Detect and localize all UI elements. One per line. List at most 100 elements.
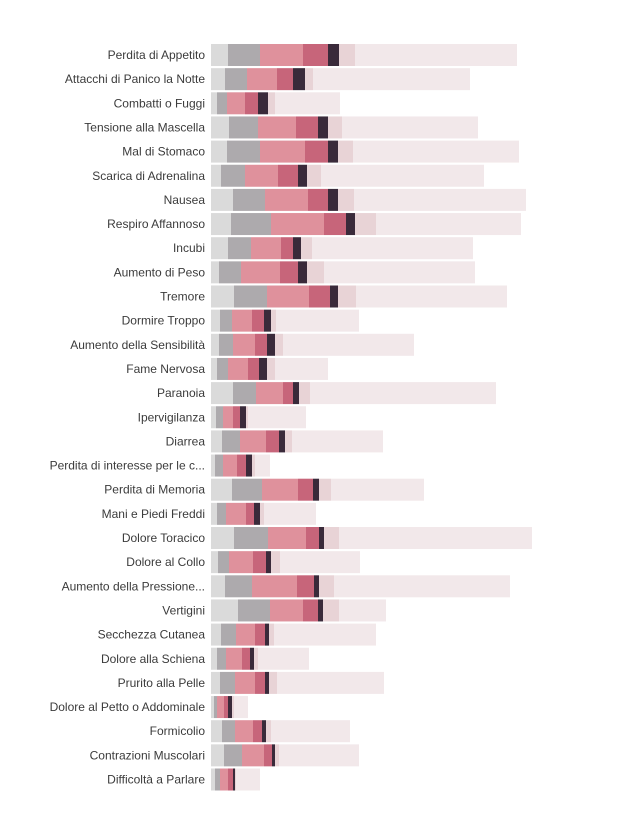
bar-segment bbox=[211, 575, 225, 598]
bar-segment bbox=[258, 92, 268, 115]
bar-segment bbox=[219, 333, 233, 356]
bar-segment bbox=[220, 309, 232, 332]
bar-segment bbox=[253, 720, 262, 743]
bar-segment bbox=[305, 68, 313, 91]
bar-segment bbox=[298, 261, 307, 284]
bar-segment bbox=[240, 406, 246, 429]
bar-segment bbox=[252, 309, 264, 332]
bar-segment bbox=[211, 647, 217, 670]
bar-segment bbox=[211, 406, 216, 429]
category-label: Nausea bbox=[164, 193, 206, 207]
bar-segment bbox=[292, 430, 383, 453]
bar-segment bbox=[307, 261, 324, 284]
bar-row: Dolore alla Schiena bbox=[101, 647, 309, 670]
bar-segment bbox=[211, 68, 225, 91]
bar-segment bbox=[339, 44, 355, 66]
bar-segment bbox=[355, 44, 517, 66]
bar-segment bbox=[240, 430, 266, 453]
bar-segment bbox=[339, 599, 386, 622]
bar-segment bbox=[211, 92, 217, 115]
category-label: Attacchi di Panico la Notte bbox=[65, 72, 205, 86]
bar-segment bbox=[232, 696, 234, 719]
category-label: Respiro Affannoso bbox=[107, 217, 205, 231]
bar-segment bbox=[259, 357, 267, 380]
bar-segment bbox=[264, 502, 316, 525]
bar-segment bbox=[274, 623, 376, 646]
bar-segment bbox=[211, 333, 219, 356]
bar-segment bbox=[298, 478, 313, 501]
bar-segment bbox=[211, 188, 233, 211]
bar-segment bbox=[283, 333, 414, 356]
bar-segment bbox=[312, 237, 473, 260]
category-label: Dolore Toracico bbox=[122, 531, 205, 545]
bar-segment bbox=[221, 164, 245, 187]
bar-segment bbox=[313, 478, 319, 501]
bar-segment bbox=[264, 309, 271, 332]
category-label: Fame Nervosa bbox=[126, 362, 205, 376]
category-label: Aumento di Peso bbox=[114, 265, 206, 279]
bar-segment bbox=[328, 188, 338, 211]
bar-segment bbox=[258, 647, 309, 670]
category-label: Aumento della Sensibilità bbox=[70, 338, 205, 352]
bar-segment bbox=[253, 551, 266, 574]
bar-segment bbox=[211, 237, 228, 260]
bar-segment bbox=[297, 575, 314, 598]
bar-segment bbox=[260, 44, 303, 66]
bar-segment bbox=[376, 213, 521, 236]
bar-segment bbox=[266, 430, 279, 453]
category-label: Tensione alla Mascella bbox=[84, 120, 205, 134]
bar-segment bbox=[298, 164, 307, 187]
bar-segment bbox=[250, 647, 254, 670]
bar-row: Ipervigilanza bbox=[138, 406, 306, 429]
bar-row: Formicolio bbox=[150, 720, 350, 743]
bar-segment bbox=[242, 744, 264, 767]
bar-segment bbox=[211, 502, 217, 525]
bar-segment bbox=[211, 164, 221, 187]
bar-segment bbox=[245, 92, 258, 115]
bar-segment bbox=[228, 237, 251, 260]
bar-segment bbox=[314, 575, 319, 598]
bar-segment bbox=[255, 333, 267, 356]
bar-row: Perdita di interesse per le c... bbox=[50, 454, 270, 477]
bar-segment bbox=[324, 213, 346, 236]
bar-segment bbox=[219, 261, 241, 284]
bar-segment bbox=[339, 527, 532, 549]
bar-segment bbox=[271, 551, 280, 574]
bar-segment bbox=[226, 647, 242, 670]
category-label: Vertigini bbox=[162, 603, 205, 617]
bar-segment bbox=[276, 309, 359, 332]
bar-segment bbox=[211, 285, 234, 308]
bar-segment bbox=[267, 333, 275, 356]
bar-segment bbox=[272, 744, 275, 767]
bar-segment bbox=[328, 44, 339, 66]
category-label: Incubi bbox=[173, 241, 205, 255]
bar-segment bbox=[267, 285, 309, 308]
bar-segment bbox=[328, 140, 338, 163]
bar-segment bbox=[238, 599, 270, 622]
category-label: Perdita di interesse per le c... bbox=[50, 459, 205, 473]
category-label: Scarica di Adrenalina bbox=[92, 169, 205, 183]
bar-segment bbox=[215, 768, 220, 791]
bar-segment bbox=[277, 671, 384, 694]
bar-segment bbox=[228, 696, 232, 719]
bar-segment bbox=[338, 140, 353, 163]
bar-segment bbox=[211, 599, 238, 622]
bar-segment bbox=[211, 551, 218, 574]
bar-segment bbox=[254, 502, 260, 525]
bar-segment bbox=[211, 357, 217, 380]
bar-segment bbox=[224, 744, 242, 767]
bar-segment bbox=[222, 430, 240, 453]
bar-segment bbox=[342, 116, 478, 139]
bar-segment bbox=[217, 647, 226, 670]
bar-segment bbox=[356, 285, 507, 308]
bar-segment bbox=[271, 720, 350, 743]
bar-segment bbox=[211, 261, 219, 284]
bar-row: Tremore bbox=[160, 285, 507, 308]
category-label: Mani e Piedi Freddi bbox=[102, 507, 205, 521]
bar-segment bbox=[232, 478, 262, 501]
bar-segment bbox=[283, 382, 293, 405]
bar-segment bbox=[324, 527, 339, 549]
bar-row: Paranoia bbox=[157, 382, 496, 405]
